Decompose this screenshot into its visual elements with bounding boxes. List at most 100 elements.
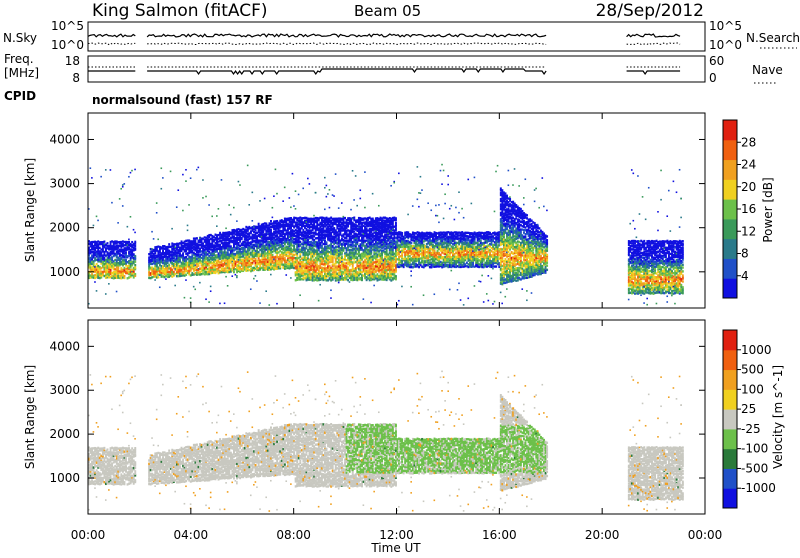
power-echo-cell xyxy=(296,254,298,256)
power-scatter-point xyxy=(347,255,349,257)
power-scatter-point xyxy=(131,170,133,172)
freq-right-tick-bottom: 0 xyxy=(709,71,717,85)
power-scatter-point xyxy=(307,178,309,180)
power-echo-cell xyxy=(321,273,323,275)
power-scatter-point xyxy=(415,258,417,260)
power-scatter-point xyxy=(273,259,275,261)
power-scatter-point xyxy=(264,198,266,200)
power-scatter-point xyxy=(174,246,176,248)
power-echo-cell xyxy=(123,275,125,277)
power-scatter-point xyxy=(202,197,204,199)
noise-left-tick-top: 10^5 xyxy=(51,19,84,33)
power-scatter-point xyxy=(430,264,432,266)
power-scatter-point xyxy=(150,251,152,253)
power-scatter-point xyxy=(247,165,249,167)
power-scatter-point xyxy=(443,218,445,220)
power-scatter-point xyxy=(265,226,267,228)
power-scatter-point xyxy=(435,205,437,207)
power-scatter-point xyxy=(199,237,201,239)
power-scatter-point xyxy=(108,283,110,285)
power-scatter-point xyxy=(387,233,389,235)
power-scatter-point xyxy=(225,263,227,265)
power-scatter-point xyxy=(304,239,306,241)
power-echo-cell xyxy=(353,216,355,218)
power-scatter-point xyxy=(298,194,300,196)
power-scatter-point xyxy=(398,173,400,175)
power-echo-cell xyxy=(446,233,448,235)
power-scatter-point xyxy=(447,175,449,177)
power-scatter-point xyxy=(219,303,221,305)
power-scatter-point xyxy=(413,247,415,249)
power-scatter-point xyxy=(410,286,412,288)
power-scatter-point xyxy=(221,179,223,181)
power-scatter-point xyxy=(324,209,326,211)
power-scatter-point xyxy=(350,256,352,258)
power-echo-cell xyxy=(284,257,286,259)
power-echo-cell xyxy=(270,229,272,231)
power-scatter-point xyxy=(333,195,335,197)
power-scatter-point xyxy=(248,204,250,206)
power-scatter-point xyxy=(330,289,332,291)
power-scatter-point xyxy=(160,167,162,169)
power-echo-cell xyxy=(347,267,349,269)
power-scatter-point xyxy=(272,217,274,219)
power-scatter-point xyxy=(330,297,332,299)
power-scatter-point xyxy=(151,248,153,250)
power-scatter-point xyxy=(378,205,380,207)
power-scatter-point xyxy=(327,193,329,195)
power-scatter-point xyxy=(326,185,328,187)
beam-label: Beam 05 xyxy=(354,2,421,20)
power-scatter-point xyxy=(295,190,297,192)
power-scatter-point xyxy=(164,265,166,267)
noise-left-label: N.Sky xyxy=(3,31,37,45)
noise-search-trace xyxy=(88,43,135,44)
power-scatter-point xyxy=(250,288,252,290)
cpid-label: CPID xyxy=(4,89,36,103)
power-echo-cell xyxy=(194,240,196,242)
power-echo-cell xyxy=(401,232,403,234)
power-scatter-point xyxy=(393,182,395,184)
power-scatter-point xyxy=(387,263,389,265)
power-scatter-point xyxy=(196,169,198,171)
noise-left-tick-bottom: 10^0 xyxy=(51,38,84,52)
power-scatter-point xyxy=(293,234,295,236)
power-scatter-point xyxy=(355,175,357,177)
power-scatter-point xyxy=(290,206,292,208)
power-echoes xyxy=(88,164,684,306)
power-echo-cell xyxy=(156,248,158,250)
power-echo-cell xyxy=(168,243,170,245)
power-scatter-point xyxy=(268,304,270,306)
power-scatter-point xyxy=(373,285,375,287)
power-echo-cell xyxy=(171,269,173,271)
power-scatter-point xyxy=(395,237,397,239)
power-echo-cell xyxy=(134,264,136,266)
power-scatter-point xyxy=(198,167,200,169)
power-scatter-point xyxy=(284,187,286,189)
freq-left-tick-bottom: 8 xyxy=(72,71,80,85)
power-scatter-point xyxy=(262,235,264,237)
power-scatter-point xyxy=(235,274,237,276)
power-scatter-point xyxy=(363,236,365,238)
power-scatter-point xyxy=(165,278,167,280)
power-scatter-point xyxy=(122,186,124,188)
power-scatter-point xyxy=(353,270,355,272)
power-scatter-point xyxy=(174,285,176,287)
power-scatter-point xyxy=(434,293,436,295)
power-scatter-point xyxy=(160,188,162,190)
power-echo-cell xyxy=(110,269,112,271)
power-scatter-point xyxy=(363,233,365,235)
power-scatter-point xyxy=(91,177,93,179)
power-echo-cell xyxy=(224,249,226,251)
power-scatter-point xyxy=(447,184,449,186)
power-scatter-point xyxy=(418,206,420,208)
power-scatter-point xyxy=(210,290,212,292)
freq-left-label-1: Freq. xyxy=(4,52,34,66)
power-scatter-point xyxy=(96,216,98,218)
power-scatter-point xyxy=(285,274,287,276)
power-scatter-point xyxy=(128,239,130,241)
power-scatter-point xyxy=(387,237,389,239)
power-scatter-point xyxy=(292,223,294,225)
power-echo-cell xyxy=(276,234,278,236)
power-scatter-point xyxy=(412,304,414,306)
power-scatter-point xyxy=(93,225,95,227)
